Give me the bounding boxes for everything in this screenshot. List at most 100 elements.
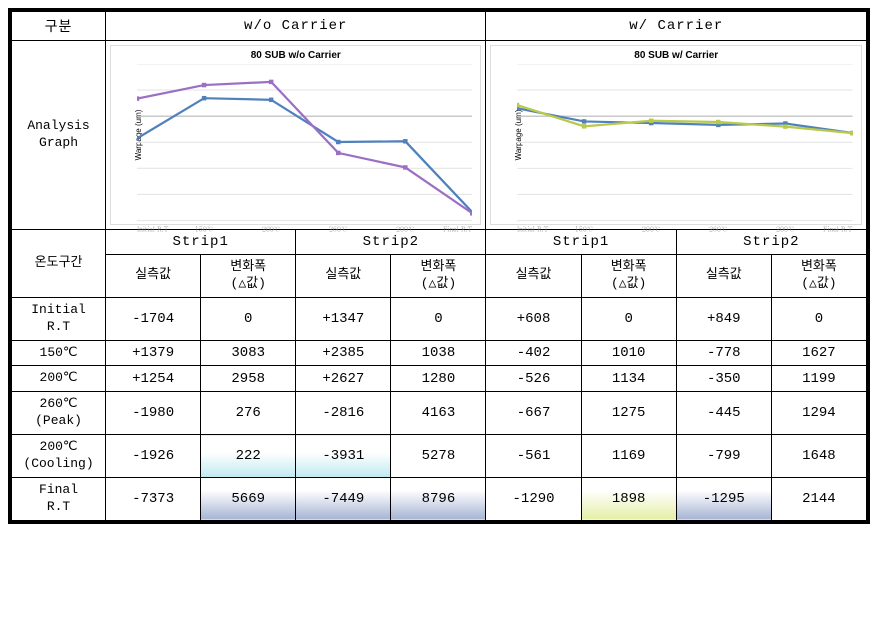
data-cell: 2958 — [201, 366, 296, 392]
data-cell: -667 — [486, 392, 581, 435]
col-delta: 변화폭 (△값) — [391, 255, 486, 298]
data-cell: 5669 — [201, 477, 296, 520]
right-chart-cell: 80 SUB w/ Carrier Warpage (um) Initial R… — [486, 41, 867, 230]
data-cell: -1290 — [486, 477, 581, 520]
col-delta: 변화폭 (△값) — [581, 255, 676, 298]
col-measured: 실측값 — [106, 255, 201, 298]
col-delta: 변화폭 (△값) — [771, 255, 866, 298]
svg-text:200℃: 200℃ — [642, 224, 661, 234]
table-row: 200℃ (Cooling)-1926222-39315278-5611169-… — [12, 435, 867, 478]
data-cell: 4163 — [391, 392, 486, 435]
data-cell: -2816 — [296, 392, 391, 435]
table-container: 구분 w/o Carrier w/ Carrier Analysis Graph… — [8, 8, 870, 524]
data-cell: 0 — [391, 297, 486, 340]
data-cell: -445 — [676, 392, 771, 435]
analysis-graph-text: Analysis Graph — [27, 118, 89, 150]
data-cell: 1010 — [581, 340, 676, 366]
main-table: 구분 w/o Carrier w/ Carrier Analysis Graph… — [11, 11, 867, 521]
table-row: Initial R.T-17040+13470+6080+8490 — [12, 297, 867, 340]
data-cell: 1648 — [771, 435, 866, 478]
right-chart-title: 80 SUB w/ Carrier — [491, 50, 861, 61]
svg-text:200℃: 200℃ — [262, 224, 281, 234]
row-label: 260℃ (Peak) — [12, 392, 106, 435]
ondo-header: 온도구간 — [12, 230, 106, 298]
row-label: 150℃ — [12, 340, 106, 366]
row-label: 200℃ (Cooling) — [12, 435, 106, 478]
wo-carrier-header: w/o Carrier — [106, 12, 486, 41]
row-label: Final R.T — [12, 477, 106, 520]
data-cell: -1295 — [676, 477, 771, 520]
right-chart: 80 SUB w/ Carrier Warpage (um) Initial R… — [490, 45, 862, 225]
data-cell: 276 — [201, 392, 296, 435]
row-label: 200℃ — [12, 366, 106, 392]
data-cell: 222 — [201, 435, 296, 478]
header-row: 구분 w/o Carrier w/ Carrier — [12, 12, 867, 41]
right-chart-svg: Initial R.T 150℃ 200℃ 260℃ 200℃ Final R.T — [517, 64, 852, 234]
svg-text:Final R.T: Final R.T — [824, 224, 853, 234]
data-cell: +2385 — [296, 340, 391, 366]
data-cell: +2627 — [296, 366, 391, 392]
data-cell: +1379 — [106, 340, 201, 366]
data-cell: +1347 — [296, 297, 391, 340]
data-cell: 1275 — [581, 392, 676, 435]
data-cell: 1038 — [391, 340, 486, 366]
data-cell: 1199 — [771, 366, 866, 392]
data-cell: 0 — [771, 297, 866, 340]
data-cell: -7449 — [296, 477, 391, 520]
gubun-header: 구분 — [12, 12, 106, 41]
data-cell: -778 — [676, 340, 771, 366]
data-cell: -526 — [486, 366, 581, 392]
data-cell: +849 — [676, 297, 771, 340]
table-row: 150℃+13793083+23851038-4021010-7781627 — [12, 340, 867, 366]
table-row: 260℃ (Peak)-1980276-28164163-6671275-445… — [12, 392, 867, 435]
svg-text:260℃: 260℃ — [329, 224, 348, 234]
svg-text:Initial R.T: Initial R.T — [517, 224, 549, 234]
data-cell: -561 — [486, 435, 581, 478]
row-label: Initial R.T — [12, 297, 106, 340]
svg-text:150℃: 150℃ — [575, 224, 594, 234]
data-cell: 0 — [201, 297, 296, 340]
svg-text:150℃: 150℃ — [195, 224, 214, 234]
data-cell: +608 — [486, 297, 581, 340]
data-cell: 5278 — [391, 435, 486, 478]
svg-text:260℃: 260℃ — [709, 224, 728, 234]
data-cell: 0 — [581, 297, 676, 340]
table-row: 200℃+12542958+26271280-5261134-3501199 — [12, 366, 867, 392]
data-cell: 2144 — [771, 477, 866, 520]
graph-row: Analysis Graph 80 SUB w/o Carrier Warpag… — [12, 41, 867, 230]
col-measured: 실측값 — [676, 255, 771, 298]
col-measured: 실측값 — [296, 255, 391, 298]
svg-text:Final R.T: Final R.T — [443, 224, 472, 234]
w-carrier-header: w/ Carrier — [486, 12, 867, 41]
left-chart-title: 80 SUB w/o Carrier — [111, 50, 480, 61]
data-cell: -1704 — [106, 297, 201, 340]
data-cell: -1980 — [106, 392, 201, 435]
data-cell: +1254 — [106, 366, 201, 392]
left-chart-svg: Initial R.T 150℃ 200℃ 260℃ 200℃ Final R.T — [137, 64, 472, 234]
left-chart: 80 SUB w/o Carrier Warpage (um) Initial … — [110, 45, 481, 225]
data-cell: 1627 — [771, 340, 866, 366]
data-cell: 1898 — [581, 477, 676, 520]
svg-text:Initial R.T: Initial R.T — [137, 224, 169, 234]
left-chart-cell: 80 SUB w/o Carrier Warpage (um) Initial … — [106, 41, 486, 230]
data-cell: -1926 — [106, 435, 201, 478]
data-rows: Initial R.T-17040+13470+6080+8490150℃+13… — [12, 297, 867, 520]
col-delta: 변화폭 (△값) — [201, 255, 296, 298]
data-cell: 1169 — [581, 435, 676, 478]
data-cell: 1280 — [391, 366, 486, 392]
analysis-graph-label: Analysis Graph — [12, 41, 106, 230]
subheader-row-2: 실측값 변화폭 (△값) 실측값 변화폭 (△값) 실측값 변화폭 (△값) 실… — [12, 255, 867, 298]
data-cell: -3931 — [296, 435, 391, 478]
data-cell: -799 — [676, 435, 771, 478]
data-cell: -7373 — [106, 477, 201, 520]
data-cell: 1134 — [581, 366, 676, 392]
svg-text:200℃: 200℃ — [777, 224, 796, 234]
svg-text:200℃: 200℃ — [396, 224, 415, 234]
data-cell: 1294 — [771, 392, 866, 435]
data-cell: 3083 — [201, 340, 296, 366]
table-row: Final R.T-73735669-74498796-12901898-129… — [12, 477, 867, 520]
data-cell: 8796 — [391, 477, 486, 520]
col-measured: 실측값 — [486, 255, 581, 298]
data-cell: -402 — [486, 340, 581, 366]
data-cell: -350 — [676, 366, 771, 392]
